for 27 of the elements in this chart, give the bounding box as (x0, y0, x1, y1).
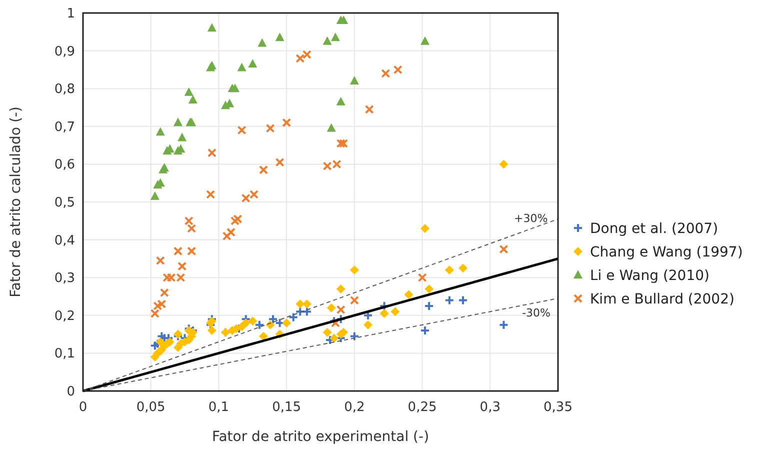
y-tick-label: 0,9 (54, 44, 75, 60)
y-tick-label: 0,1 (54, 346, 75, 362)
y-tick-label: 0,7 (54, 120, 75, 135)
y-tick-label: 0,6 (54, 158, 75, 173)
legend-label: Chang e Wang (1997) (590, 244, 743, 260)
x-tick-label: 0,35 (544, 400, 572, 415)
x-tick-label: 0,25 (408, 400, 437, 415)
y-axis-title: Fator de atrito calculado (-) (8, 106, 24, 298)
y-tick-label: 0,4 (54, 233, 75, 248)
x-tick-label: 0,2 (344, 400, 365, 415)
y-tick-label: 0,8 (54, 82, 75, 98)
legend-label: Li e Wang (2010) (590, 268, 710, 284)
annotation: -30% (522, 306, 550, 320)
x-axis-title: Fator de atrito experimental (-) (212, 429, 430, 445)
y-tick-label: 0,5 (54, 196, 75, 210)
y-tick-label: 0 (66, 384, 75, 400)
x-tick-label: 0,15 (272, 400, 302, 415)
y-tick-label: 1 (66, 6, 75, 22)
x-tick-label: 0,05 (136, 400, 166, 415)
annotation: +30% (514, 212, 548, 225)
x-tick-label: 0 (78, 400, 88, 415)
y-tick-label: 0,3 (54, 271, 75, 286)
y-tick-label: 0,2 (54, 308, 75, 324)
legend-label: Kim e Bullard (2002) (590, 292, 734, 308)
legend-label: Dong et al. (2007) (590, 221, 718, 237)
x-tick-label: 0,1 (208, 400, 230, 415)
x-tick-label: 0,3 (480, 400, 500, 415)
